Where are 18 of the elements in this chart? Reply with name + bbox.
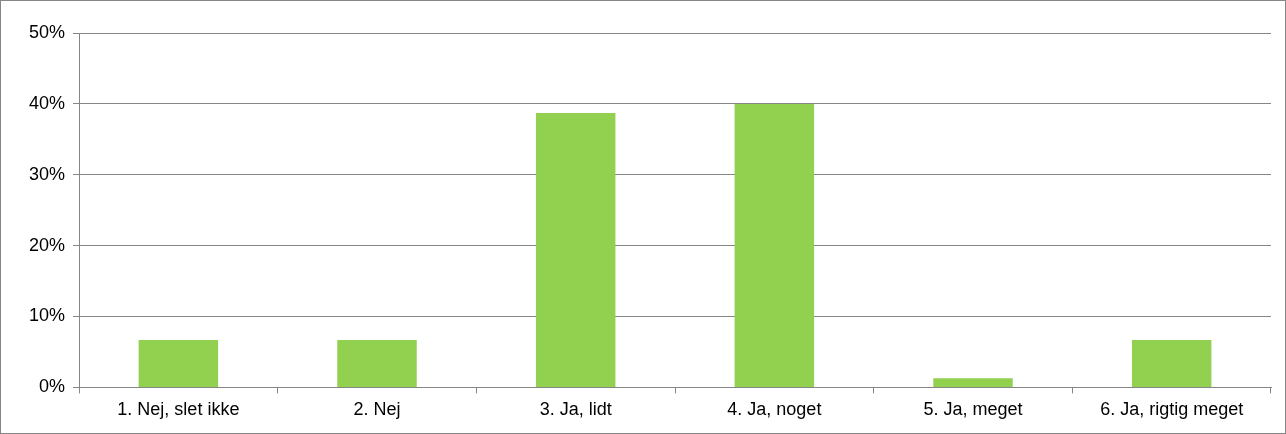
bar xyxy=(138,339,219,387)
bar xyxy=(337,339,417,387)
x-tick-label: 1. Nej, slet ikke xyxy=(117,399,240,420)
y-tick-label: 0% xyxy=(39,376,66,397)
bar xyxy=(933,378,1013,387)
x-tick-label: 4. Ja, noget xyxy=(727,399,822,420)
x-tick-label: 6. Ja, rigtig meget xyxy=(1100,399,1244,420)
bar xyxy=(535,113,616,387)
y-tick-label: 20% xyxy=(29,234,66,255)
y-tick-label: 30% xyxy=(29,163,66,184)
bar xyxy=(1131,339,1212,387)
y-tick-label: 10% xyxy=(29,305,66,326)
x-tick-label: 3. Ja, lidt xyxy=(539,399,612,420)
y-tick-label: 40% xyxy=(29,92,66,113)
bar xyxy=(734,103,815,387)
x-tick-label: 2. Nej xyxy=(353,399,401,420)
x-tick-label: 5. Ja, meget xyxy=(923,399,1023,420)
y-tick-label: 50% xyxy=(29,21,66,42)
